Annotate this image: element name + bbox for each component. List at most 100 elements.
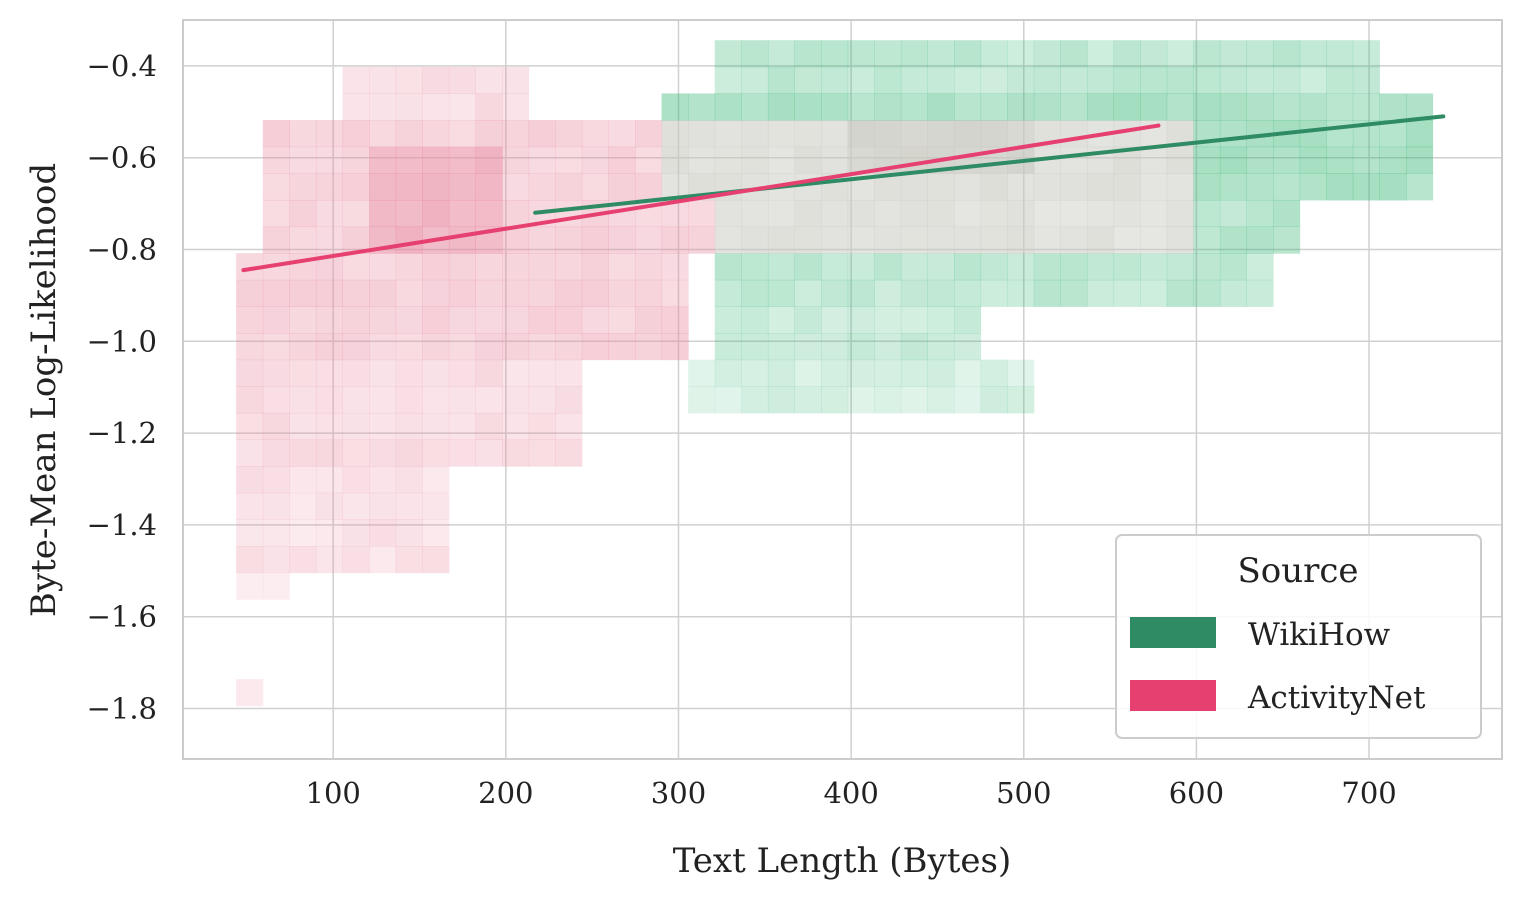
heatmap-bin-overlap	[1007, 173, 1035, 201]
heatmap-bin-wikihow	[874, 279, 902, 307]
heatmap-bin-activitynet	[342, 173, 370, 201]
heatmap-bin-wikihow	[847, 66, 875, 94]
heatmap-bin-activitynet	[262, 120, 290, 148]
heatmap-bin-activitynet	[502, 333, 530, 361]
heatmap-bin-wikihow	[1219, 66, 1247, 94]
heatmap-bin-activitynet	[289, 439, 317, 467]
heatmap-bin-activitynet	[422, 279, 450, 307]
heatmap-bin-wikihow	[1060, 66, 1088, 94]
heatmap-bin-activitynet	[315, 519, 344, 547]
heatmap-bin-activitynet	[608, 306, 636, 334]
heatmap-bin-overlap	[980, 120, 1008, 148]
heatmap-bin-wikihow	[847, 279, 875, 307]
heatmap-bin-activitynet	[661, 306, 689, 334]
heatmap-bin-overlap	[1140, 226, 1168, 254]
heatmap-bin-wikihow	[1193, 40, 1221, 68]
heatmap-bin-activitynet	[608, 253, 636, 281]
heatmap-bin-wikihow	[1299, 40, 1327, 68]
heatmap-bin-activitynet	[502, 412, 530, 441]
heatmap-bin-wikihow	[1007, 279, 1035, 307]
heatmap-bin-activitynet	[236, 519, 264, 547]
heatmap-bin-activitynet	[315, 199, 344, 228]
heatmap-bin-activitynet	[528, 120, 556, 148]
heatmap-bin-wikihow	[1086, 279, 1115, 307]
heatmap-bin-wikihow	[954, 279, 982, 307]
heatmap-bin-activitynet	[395, 93, 423, 121]
heatmap-bin-overlap	[661, 146, 689, 174]
heatmap-bin-overlap	[1113, 226, 1141, 254]
heatmap-bin-overlap	[900, 226, 928, 254]
heatmap-bin-activitynet	[395, 386, 423, 414]
heatmap-bin-activitynet	[342, 439, 370, 467]
heatmap-bin-activitynet	[395, 439, 423, 467]
heatmap-bin-wikihow	[767, 40, 796, 68]
heatmap-bin-wikihow	[714, 333, 742, 361]
heatmap-bin-overlap	[714, 120, 742, 148]
heatmap-bin-activitynet	[289, 279, 317, 307]
heatmap-bin-activitynet	[315, 492, 344, 520]
heatmap-bin-wikihow	[821, 66, 849, 94]
heatmap-bin-activitynet	[315, 333, 344, 361]
heatmap-bin-wikihow	[741, 306, 769, 334]
heatmap-bin-activitynet	[342, 93, 370, 121]
heatmap-bin-activitynet	[342, 412, 370, 441]
heatmap-bin-activitynet	[448, 412, 476, 441]
heatmap-bin-overlap	[821, 199, 849, 228]
heatmap-bin-wikihow	[1007, 386, 1035, 414]
heatmap-bin-wikihow	[821, 253, 849, 281]
heatmap-bin-wikihow	[1246, 226, 1274, 254]
heatmap-bin-activitynet	[289, 120, 317, 148]
heatmap-bin-wikihow	[1273, 66, 1301, 94]
heatmap-bin-activitynet	[555, 412, 583, 441]
heatmap-bin-wikihow	[1166, 66, 1194, 94]
heatmap-bin-overlap	[767, 146, 796, 174]
heatmap-bin-activitynet	[448, 199, 476, 228]
heatmap-bin-activitynet	[369, 66, 397, 94]
heatmap-bin-overlap	[847, 120, 875, 148]
heatmap-bin-wikihow	[1326, 93, 1354, 121]
heatmap-bin-wikihow	[1086, 253, 1115, 281]
regression-line-activitynet	[241, 123, 1161, 273]
heatmap-bin-wikihow	[821, 40, 849, 68]
heatmap-bin-wikihow	[1193, 66, 1221, 94]
y-tick-label: −1.6	[87, 600, 157, 634]
heatmap-bin-activitynet	[475, 306, 503, 334]
heatmap-bin-activitynet	[661, 253, 689, 281]
heatmap-bin-activitynet	[528, 253, 556, 281]
heatmap-bin-overlap	[1060, 199, 1088, 228]
heatmap-bin-activitynet	[395, 359, 423, 387]
heatmap-bin-wikihow	[767, 66, 796, 94]
heatmap-bin-activitynet	[262, 199, 290, 228]
heatmap-bin-activitynet	[289, 333, 317, 361]
heatmap-bin-wikihow	[1140, 279, 1168, 307]
heatmap-bin-wikihow	[767, 253, 796, 281]
heatmap-bin-wikihow	[927, 279, 955, 307]
heatmap-bin-activitynet	[422, 359, 450, 387]
heatmap-bin-activitynet	[475, 333, 503, 361]
heatmap-bin-wikihow	[794, 93, 822, 121]
heatmap-bin-wikihow	[1113, 253, 1141, 281]
heatmap-bin-overlap	[1007, 226, 1035, 254]
heatmap-bin-wikihow	[741, 40, 769, 68]
heatmap-bin-activitynet	[608, 226, 636, 254]
heatmap-bin-wikihow	[741, 333, 769, 361]
heatmap-bin-wikihow	[1326, 120, 1354, 148]
heatmap-bin-activitynet	[262, 492, 290, 520]
heatmap-bin-overlap	[714, 199, 742, 228]
heatmap-bin-wikihow	[1140, 93, 1168, 121]
heatmap-bin-overlap	[927, 199, 955, 228]
heatmap-bin-activitynet	[422, 120, 450, 148]
heatmap-bin-wikihow	[1219, 40, 1247, 68]
heatmap-bin-activitynet	[555, 386, 583, 414]
heatmap-bin-activitynet	[342, 253, 370, 281]
heatmap-bin-overlap	[741, 226, 769, 254]
heatmap-bin-wikihow	[1219, 199, 1247, 228]
heatmap-bin-activitynet	[581, 226, 609, 254]
heatmap-bins	[236, 40, 1434, 707]
heatmap-bin-wikihow	[1219, 253, 1247, 281]
heatmap-bin-activitynet	[369, 199, 397, 228]
heatmap-bin-wikihow	[1299, 120, 1327, 148]
heatmap-bin-overlap	[661, 120, 689, 148]
y-axis-label: Byte-Mean Log-Likelihood	[24, 163, 64, 617]
heatmap-bin-wikihow	[1273, 93, 1301, 121]
